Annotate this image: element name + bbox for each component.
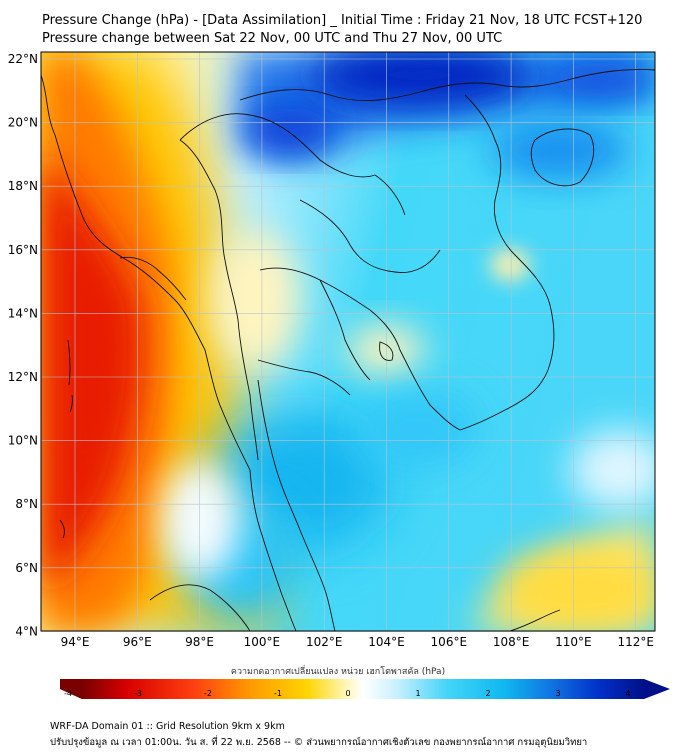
lon-tick-label: 94°E <box>61 635 90 649</box>
colorbar-tick-label: 2 <box>485 689 490 698</box>
lat-tick-label: 12°N <box>8 370 38 384</box>
chart-title: Pressure Change (hPa) - [Data Assimilati… <box>42 13 643 28</box>
lon-tick-label: 96°E <box>123 635 152 649</box>
lat-tick-label: 14°N <box>8 306 38 320</box>
lon-tick-label: 102°E <box>306 635 343 649</box>
lat-tick-label: 8°N <box>15 497 38 511</box>
footer-model-info: WRF-DA Domain 01 :: Grid Resolution 9km … <box>50 721 285 732</box>
colorbar-title: ความกดอากาศเปลี่ยนแปลง หน่วย เฮกโตพาสคัล… <box>230 667 446 677</box>
lat-tick-label: 22°N <box>8 52 38 66</box>
colorbar: -4 -3 -2 -1 0 1 2 3 4 <box>60 679 670 699</box>
colorbar-left-tip <box>60 679 82 699</box>
lon-tick-label: 108°E <box>493 635 530 649</box>
lat-tick-label: 16°N <box>8 243 38 257</box>
coastlines-and-borders <box>41 69 655 631</box>
colorbar-tick-label: 1 <box>415 689 420 698</box>
longitude-tick-labels: 94°E 96°E 98°E 100°E 102°E 104°E 106°E 108°E 110… <box>61 635 654 649</box>
lon-tick-label: 106°E <box>431 635 468 649</box>
lon-tick-label: 104°E <box>368 635 405 649</box>
lat-tick-label: 20°N <box>8 116 38 130</box>
colorbar-tick-label: -3 <box>134 689 142 698</box>
lon-tick-label: 98°E <box>185 635 214 649</box>
colorbar-tick-label: -4 <box>64 689 72 698</box>
lat-tick-label: 18°N <box>8 179 38 193</box>
map-field <box>41 52 655 631</box>
colorbar-right-arrow <box>644 679 670 699</box>
lon-tick-label: 112°E <box>617 635 654 649</box>
latitude-tick-labels: 22°N 20°N 18°N 16°N 14°N 12°N 10°N 8°N 6°N 4°N <box>8 52 38 638</box>
lon-tick-label: 100°E <box>244 635 281 649</box>
colorbar-tick-labels: -4 -3 -2 -1 0 1 2 3 4 <box>64 689 631 698</box>
lat-tick-label: 4°N <box>15 624 38 638</box>
chart-subtitle: Pressure change between Sat 22 Nov, 00 U… <box>42 31 503 46</box>
lat-tick-label: 10°N <box>8 434 38 448</box>
lat-tick-label: 6°N <box>15 561 38 575</box>
colorbar-tick-label: 4 <box>625 689 630 698</box>
footer-credit: ปรับปรุงข้อมูล ณ เวลา 01:00น. วัน ส. ที่… <box>50 737 588 748</box>
colorbar-tick-label: 0 <box>345 689 350 698</box>
colorbar-tick-label: 3 <box>555 689 560 698</box>
colorbar-tick-label: -1 <box>274 689 282 698</box>
map-frame <box>40 51 656 632</box>
colorbar-bar <box>82 679 644 699</box>
lon-tick-label: 110°E <box>555 635 592 649</box>
colorbar-tick-label: -2 <box>204 689 212 698</box>
